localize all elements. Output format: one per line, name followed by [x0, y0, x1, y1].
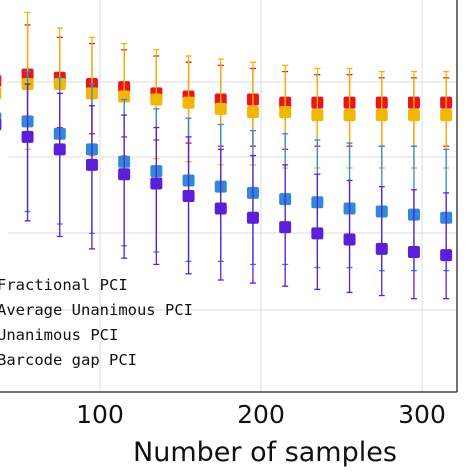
legend: Fractional PCI Average Unanimous PCI Una…: [0, 276, 193, 369]
data-point: [182, 190, 195, 202]
data-point: [0, 74, 2, 87]
legend-label-barcode-gap: Barcode gap PCI: [0, 351, 137, 369]
data-point: [311, 227, 324, 240]
data-point: [279, 106, 292, 118]
series-1: [0, 11, 453, 169]
data-point: [246, 106, 259, 118]
x-axis-title: Number of samples: [133, 437, 397, 468]
data-point: [407, 109, 420, 122]
data-point: [53, 143, 66, 156]
data-point: [150, 177, 163, 190]
data-point: [21, 130, 34, 143]
series-0: [0, 24, 453, 150]
data-point: [407, 246, 420, 258]
series-3: [0, 83, 453, 300]
data-point: [214, 102, 227, 115]
data-point: [375, 109, 388, 122]
x-tick-label: 300: [398, 400, 446, 429]
data-point: [343, 233, 356, 246]
data-point: [440, 249, 453, 262]
data-point: [343, 109, 356, 122]
x-tick-label: 100: [76, 400, 124, 429]
data-point: [118, 168, 131, 181]
grid: [0, 0, 458, 393]
data-point: [0, 118, 2, 131]
legend-label-average-unanimous: Average Unanimous PCI: [0, 301, 193, 319]
data-point: [440, 109, 453, 122]
data-point: [375, 242, 388, 255]
data-point: [246, 211, 259, 224]
data-point: [311, 109, 324, 122]
data-point: [279, 221, 292, 234]
data-point: [214, 202, 227, 215]
series-group: [0, 11, 453, 300]
legend-label-fractional: Fractional PCI: [0, 276, 128, 294]
data-point: [150, 93, 163, 106]
x-axis-ticks: 100 200 300: [76, 400, 446, 429]
x-tick-label: 200: [237, 400, 285, 429]
legend-label-unanimous: Unanimous PCI: [0, 326, 118, 344]
data-point: [182, 96, 195, 109]
data-point: [85, 158, 98, 171]
data-point: [0, 87, 2, 100]
